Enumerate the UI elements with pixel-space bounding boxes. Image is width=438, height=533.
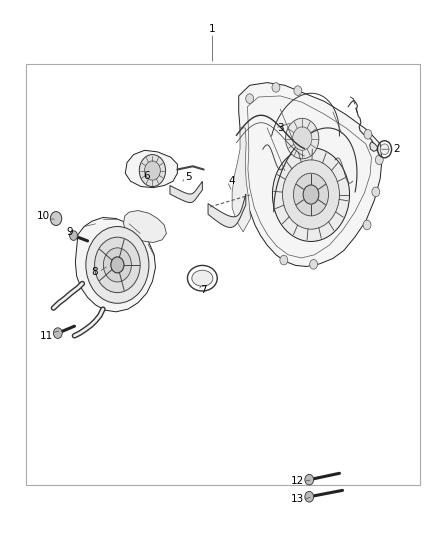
Text: 6: 6: [143, 171, 150, 181]
Polygon shape: [125, 150, 177, 188]
Text: 8: 8: [91, 267, 98, 277]
Text: 11: 11: [39, 331, 53, 341]
Text: 7: 7: [200, 286, 207, 295]
Circle shape: [95, 237, 140, 293]
Circle shape: [111, 257, 124, 273]
Circle shape: [283, 160, 339, 229]
Text: 10: 10: [37, 211, 50, 221]
Circle shape: [305, 474, 314, 485]
Circle shape: [310, 260, 318, 269]
Circle shape: [70, 231, 78, 240]
Circle shape: [139, 155, 166, 187]
Circle shape: [272, 83, 280, 92]
Polygon shape: [208, 194, 246, 228]
Circle shape: [380, 144, 389, 155]
Polygon shape: [232, 128, 251, 232]
Text: 9: 9: [67, 227, 74, 237]
Circle shape: [272, 148, 350, 241]
Ellipse shape: [192, 270, 213, 286]
Circle shape: [53, 328, 62, 338]
Circle shape: [246, 94, 254, 103]
Circle shape: [364, 130, 372, 139]
Circle shape: [280, 255, 288, 265]
Text: 4: 4: [229, 176, 236, 186]
Text: 12: 12: [291, 477, 304, 486]
Circle shape: [145, 161, 160, 180]
Circle shape: [50, 212, 62, 225]
Text: 3: 3: [277, 123, 284, 133]
Polygon shape: [170, 182, 202, 203]
Text: 13: 13: [291, 495, 304, 504]
Circle shape: [372, 187, 380, 197]
Circle shape: [303, 185, 319, 204]
Circle shape: [305, 491, 314, 502]
Circle shape: [294, 86, 302, 95]
Text: 1: 1: [209, 25, 216, 34]
Polygon shape: [239, 83, 382, 266]
Polygon shape: [370, 142, 378, 151]
Circle shape: [375, 155, 383, 165]
Bar: [26, 64, 420, 485]
Circle shape: [103, 248, 131, 282]
Polygon shape: [124, 211, 166, 243]
Text: 2: 2: [393, 144, 400, 154]
Circle shape: [86, 227, 149, 303]
Circle shape: [363, 220, 371, 230]
Circle shape: [293, 127, 312, 150]
Polygon shape: [75, 217, 155, 312]
Text: 5: 5: [185, 172, 192, 182]
Circle shape: [293, 173, 328, 216]
Circle shape: [286, 118, 319, 159]
